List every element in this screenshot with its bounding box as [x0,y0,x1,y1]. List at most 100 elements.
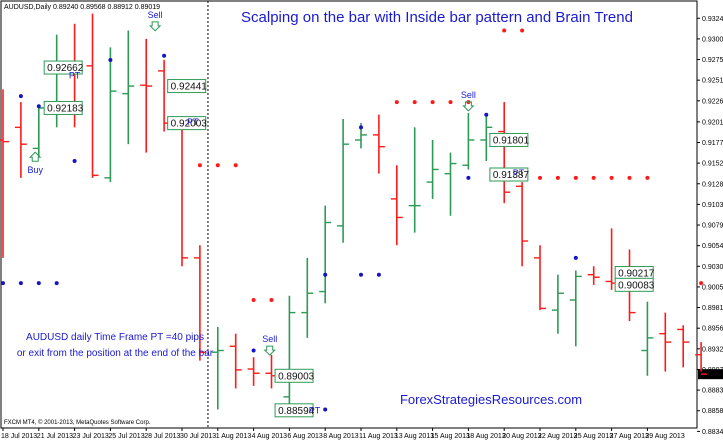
symbol-info: AUDUSD,Daily 0.89240 0.89568 0.88912 0.8… [4,4,160,11]
blue-trend-dot [573,255,578,260]
red-trend-dot [645,175,650,180]
note-line-2: or exit from the position at the end of … [17,348,214,359]
ohlc-bar [319,205,332,304]
red-trend-dot [555,175,560,180]
y-tick-label: 0.92015 [702,119,723,126]
x-tick-label: 13 Aug 2013 [395,433,434,440]
price-label-box [274,368,314,383]
price-label-text: 0.91801 [493,135,530,146]
price-label-text: 0.92003 [171,119,208,130]
ohlc-bar [534,245,546,311]
ohlc-bar [229,333,242,389]
ohlc-bar [193,245,206,361]
price-label-text: 0.92441 [171,82,208,93]
ohlc-bar [677,325,690,368]
last-price-box [698,369,723,380]
price-label-text: 0.92662 [47,63,84,74]
ohlc-bar [86,13,99,178]
blue-trend-dot [376,272,381,277]
blue-trend-dot [18,281,23,286]
price-label: 0.92662 [43,60,84,75]
blue-trend-dot [359,272,363,277]
y-tick-label: 0.90545 [702,243,723,250]
ohlc-bar [695,342,708,375]
price-label-box [489,132,529,147]
x-tick-label: 18 Aug 2013 [466,433,505,440]
blue-trend-dot [1,281,5,286]
ohlc-bar [176,118,188,267]
blue-trend-dot [108,57,113,62]
x-tick-label: 8 Aug 2013 [323,433,359,440]
red-trend-dot [430,100,435,105]
annotation: PT [187,117,199,127]
x-tick-label: 30 Jul 2013 [180,433,216,440]
ohlc-bar [498,102,511,204]
ohlc-bar [462,113,475,170]
x-tick-label: 11 Aug 2013 [359,433,398,440]
annotation-label: Buy [27,165,43,175]
price-label-text: 0.91387 [493,170,530,181]
ohlc-bar [32,104,45,157]
red-trend-dot [197,163,202,168]
price-label: 0.92183 [43,100,84,115]
price-label-box [167,79,207,94]
blue-trend-dot [466,175,471,180]
price-label-box [489,167,529,182]
ohlc-bar [641,301,654,376]
y-tick-label: 0.91525 [702,161,723,168]
annotation-label: PT [309,406,321,416]
blue-trend-dot [323,407,328,412]
annotation: Sell [262,334,277,356]
red-trend-dot [609,175,614,180]
x-tick-label: 22 Aug 2013 [538,433,577,440]
red-trend-dot [627,175,632,180]
annotation-label: Sell [148,10,163,20]
note-line-1: AUDUSD daily Time Frame PT =40 pips [26,332,204,343]
x-tick-label: 29 Aug 2013 [645,433,684,440]
annotation-label: PT [187,117,199,127]
price-labels: 0.92662 0.92183 0.92441 0.92003 0.91801 0.913… [43,60,655,418]
price-label: 0.92003 [167,116,208,131]
blue-trend-dot [484,112,489,117]
x-tick-label: 20 Aug 2013 [502,433,541,440]
arrow-down-icon [462,101,475,112]
red-trend-dot [448,100,453,105]
price-label: 0.88594 [274,403,315,418]
blue-trend-dot [18,94,23,99]
price-label-text: 0.90217 [618,269,655,280]
ohlc-bars [0,13,708,414]
watermark: ForexStrategiesResources.com [400,392,582,407]
price-label-text: 0.89003 [278,371,315,382]
price-label-box [43,60,83,75]
x-tick-label: 4 Aug 2013 [252,433,288,440]
y-tick-label: 0.88585 [702,408,723,415]
red-trend-dot [699,281,704,286]
arrow-up-icon [29,151,42,162]
price-label: 0.91801 [489,132,530,147]
x-tick-label: 23 Jul 2013 [73,433,109,440]
x-tick-label: 6 Aug 2013 [287,433,323,440]
price-label-box [167,116,207,131]
ohlc-bar [372,114,385,174]
y-tick-label: 0.93245 [702,16,723,23]
annotation-label: Sell [461,90,476,100]
red-trend-dot [520,28,525,33]
blue-trend-dot [323,272,328,277]
y-tick-label: 0.89565 [702,326,723,333]
ohlc-bar [247,357,260,386]
ohlc-bar [551,274,564,334]
blue-trend-dot [72,159,77,164]
blue-trend-dot [36,104,41,109]
price-label: 0.90083 [614,277,655,292]
red-trend-dot [538,175,542,180]
red-trend-dot [394,100,399,105]
price-label: 0.92441 [167,79,208,94]
blue-trend-dot [54,281,59,286]
ohlc-bar [444,152,457,216]
